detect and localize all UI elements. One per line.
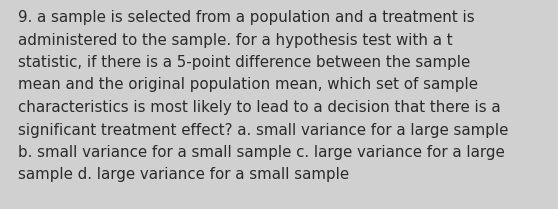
Text: significant treatment effect? a. small variance for a large sample: significant treatment effect? a. small v… (18, 122, 508, 138)
Text: characteristics is most likely to lead to a decision that there is a: characteristics is most likely to lead t… (18, 100, 501, 115)
Text: b. small variance for a small sample c. large variance for a large: b. small variance for a small sample c. … (18, 145, 505, 160)
Text: sample d. large variance for a small sample: sample d. large variance for a small sam… (18, 167, 349, 182)
Text: 9. a sample is selected from a population and a treatment is: 9. a sample is selected from a populatio… (18, 10, 475, 25)
Text: administered to the sample. for a hypothesis test with a t: administered to the sample. for a hypoth… (18, 33, 453, 47)
Text: mean and the original population mean, which set of sample: mean and the original population mean, w… (18, 78, 478, 93)
Text: statistic, if there is a 5-point difference between the sample: statistic, if there is a 5-point differe… (18, 55, 470, 70)
